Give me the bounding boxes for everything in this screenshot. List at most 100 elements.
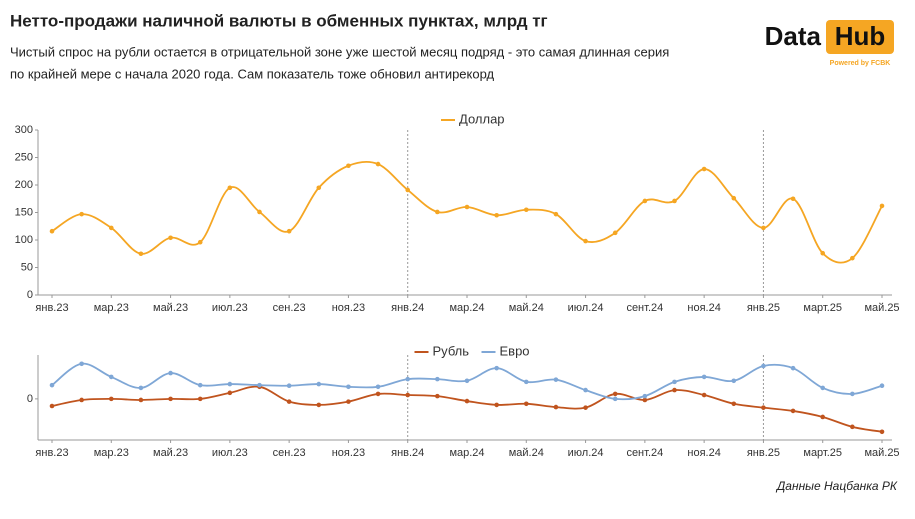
y-tick-label: 200 xyxy=(15,179,33,191)
point xyxy=(612,391,618,397)
point xyxy=(731,401,737,407)
point xyxy=(257,209,262,215)
point xyxy=(49,228,55,234)
point xyxy=(464,204,470,210)
point xyxy=(761,405,766,410)
point xyxy=(672,379,677,385)
point xyxy=(286,383,292,389)
point xyxy=(583,387,588,393)
x-tick-label: ноя.24 xyxy=(687,302,720,314)
x-tick-label: май.23 xyxy=(153,302,188,314)
point xyxy=(79,361,84,367)
logo-text: Hub xyxy=(835,21,886,51)
point xyxy=(346,399,351,404)
y-tick-label: 100 xyxy=(15,234,33,246)
point xyxy=(346,163,351,169)
point xyxy=(701,166,707,172)
point xyxy=(701,374,707,380)
point xyxy=(879,429,885,435)
point xyxy=(316,402,322,408)
y-tick-label: 0 xyxy=(27,393,33,405)
point xyxy=(583,405,588,410)
x-tick-label: май.24 xyxy=(509,302,544,314)
point xyxy=(494,212,499,218)
point xyxy=(49,403,55,409)
x-tick-label: янв.24 xyxy=(391,447,424,459)
source: Данные Нацбанка РК xyxy=(775,479,898,493)
point xyxy=(405,376,411,382)
x-tick-label: янв.25 xyxy=(747,447,780,459)
y-tick-label: 50 xyxy=(21,261,33,273)
x-tick-label: янв.23 xyxy=(35,447,68,459)
point xyxy=(197,396,203,402)
x-tick-label: янв.25 xyxy=(747,302,780,314)
point xyxy=(168,235,173,241)
point xyxy=(375,161,381,167)
point xyxy=(523,401,529,407)
point xyxy=(405,187,411,193)
point xyxy=(375,391,381,397)
point xyxy=(879,383,885,389)
point xyxy=(494,402,499,408)
point xyxy=(612,230,618,236)
y-tick-label: 300 xyxy=(15,124,33,136)
point xyxy=(701,392,707,398)
point xyxy=(435,393,440,399)
point xyxy=(168,396,173,402)
point xyxy=(286,228,292,234)
point xyxy=(790,196,796,202)
x-tick-label: июл.23 xyxy=(212,447,248,459)
x-tick-label: сен.23 xyxy=(273,302,306,314)
legend-label: Доллар xyxy=(459,111,505,126)
point xyxy=(523,207,529,213)
x-tick-label: ноя.23 xyxy=(332,447,365,459)
point xyxy=(108,225,114,231)
point xyxy=(346,384,351,390)
y-tick-label: 0 xyxy=(27,289,33,301)
logo-text: Data xyxy=(765,21,822,51)
point xyxy=(494,365,499,371)
subtitle: Чистый спрос на рубли остается в отрицат… xyxy=(10,44,669,59)
point xyxy=(820,414,826,420)
point xyxy=(138,385,144,391)
x-tick-label: мар.24 xyxy=(449,302,484,314)
point xyxy=(108,374,114,380)
point xyxy=(731,378,737,384)
point xyxy=(79,397,84,403)
series-line xyxy=(51,160,883,264)
point xyxy=(79,211,84,217)
point xyxy=(197,239,203,245)
x-tick-label: сент.24 xyxy=(626,302,663,314)
x-tick-label: янв.24 xyxy=(391,302,424,314)
x-tick-label: июл.24 xyxy=(568,302,604,314)
x-tick-label: мар.24 xyxy=(449,447,484,459)
point xyxy=(672,387,677,393)
x-tick-label: мар.23 xyxy=(94,447,129,459)
point xyxy=(583,238,588,244)
point xyxy=(405,392,411,398)
x-tick-label: мар.23 xyxy=(94,302,129,314)
point xyxy=(761,225,766,231)
x-tick-label: май.25 xyxy=(864,447,899,459)
point xyxy=(642,393,648,399)
point xyxy=(286,399,292,404)
x-tick-label: май.23 xyxy=(153,447,188,459)
x-tick-label: ноя.24 xyxy=(687,447,720,459)
point xyxy=(879,203,885,209)
x-tick-label: май.25 xyxy=(864,302,899,314)
x-tick-label: июл.24 xyxy=(568,447,604,459)
point xyxy=(642,198,648,204)
point xyxy=(790,408,796,414)
point xyxy=(197,382,203,388)
point xyxy=(138,397,144,403)
point xyxy=(227,390,233,396)
point xyxy=(672,198,677,204)
x-tick-label: май.24 xyxy=(509,447,544,459)
x-tick-label: март.25 xyxy=(803,302,842,314)
legend-label: Рубль xyxy=(433,343,470,358)
point xyxy=(49,382,55,388)
logo-tagline: Powered by FCBK xyxy=(830,60,891,67)
series-line xyxy=(51,385,883,433)
legend-label: Евро xyxy=(500,343,530,358)
x-tick-label: сен.23 xyxy=(273,447,306,459)
